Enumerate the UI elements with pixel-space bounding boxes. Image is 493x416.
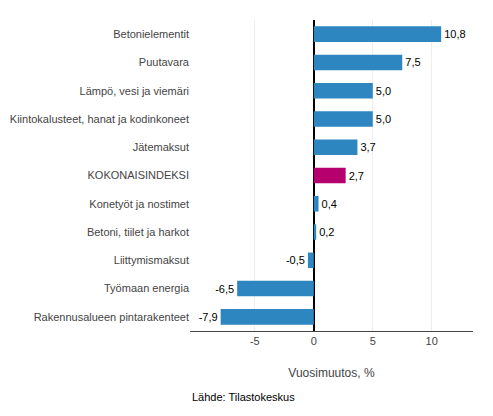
svg-text:5: 5	[370, 335, 376, 347]
svg-text:Vuosimuutos, %: Vuosimuutos, %	[288, 366, 375, 380]
svg-text:0,4: 0,4	[322, 198, 337, 210]
svg-text:-6,5: -6,5	[215, 283, 234, 295]
svg-text:0,2: 0,2	[319, 226, 334, 238]
svg-text:Lämpö, vesi ja viemäri: Lämpö, vesi ja viemäri	[80, 85, 189, 97]
svg-text:Työmaan energia: Työmaan energia	[104, 282, 190, 294]
svg-text:-0,5: -0,5	[286, 254, 305, 266]
svg-text:KOKONAISINDEKSI: KOKONAISINDEKSI	[88, 169, 189, 181]
svg-text:5,0: 5,0	[376, 113, 391, 125]
svg-text:Lähde: Tilastokeskus: Lähde: Tilastokeskus	[192, 391, 295, 403]
svg-text:3,7: 3,7	[360, 141, 375, 153]
svg-text:Jätemaksut: Jätemaksut	[133, 141, 189, 153]
svg-text:10: 10	[426, 335, 438, 347]
svg-text:Liittymismaksut: Liittymismaksut	[114, 254, 189, 266]
svg-text:-7,9: -7,9	[199, 311, 218, 323]
svg-text:7,5: 7,5	[405, 56, 420, 68]
svg-text:5,0: 5,0	[376, 85, 391, 97]
svg-text:-5: -5	[250, 335, 260, 347]
svg-text:Betonielementit: Betonielementit	[113, 28, 189, 40]
svg-text:0: 0	[311, 335, 317, 347]
svg-text:Konetyöt ja nostimet: Konetyöt ja nostimet	[89, 198, 189, 210]
svg-text:2,7: 2,7	[349, 170, 364, 182]
svg-text:Betoni, tiilet ja harkot: Betoni, tiilet ja harkot	[87, 226, 189, 238]
svg-text:Puutavara: Puutavara	[139, 56, 190, 68]
svg-text:Kiintokalusteet, hanat ja kodi: Kiintokalusteet, hanat ja kodinkoneet	[10, 113, 189, 125]
svg-text:10,8: 10,8	[444, 28, 465, 40]
svg-text:Rakennusalueen pintarakenteet: Rakennusalueen pintarakenteet	[34, 311, 189, 323]
